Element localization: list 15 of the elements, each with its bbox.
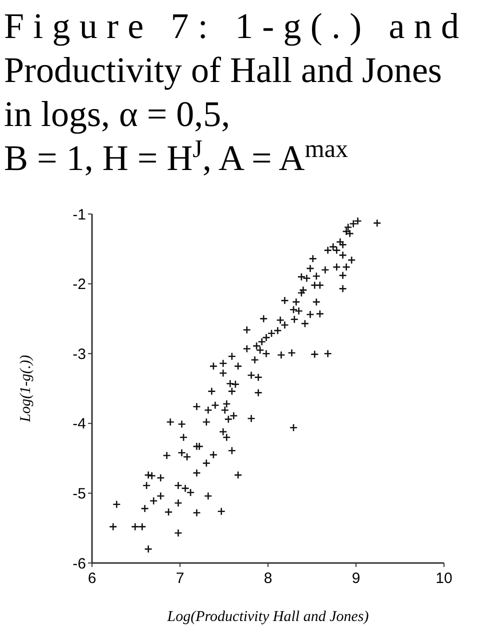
y-axis-title: Log(1-g(.)) (18, 354, 34, 424)
y-tick-label: -3 (72, 346, 86, 363)
y-tick-label: -4 (72, 416, 86, 433)
y-tick-label: -6 (72, 555, 86, 572)
chart-title: Figure 7: 1-g(.) and Productivity of Hall and Jones in logs, α = 0,5, (4, 6, 459, 134)
chart-subtitle: B = 1, H = H$^{J}$, A = A$^{max}$ (4, 136, 349, 178)
x-tick-label: 6 (88, 570, 96, 587)
y-tick-label: -5 (72, 485, 86, 502)
x-tick-label: 10 (436, 570, 452, 587)
x-axis-title: Log(Productivity Hall and Jones) (166, 609, 369, 625)
y-tick-label: -1 (72, 206, 86, 224)
x-tick-label: 9 (352, 570, 360, 587)
y-tick-label: -2 (72, 276, 86, 294)
x-tick-label: 7 (176, 570, 184, 587)
x-tick-label: 8 (264, 570, 272, 587)
